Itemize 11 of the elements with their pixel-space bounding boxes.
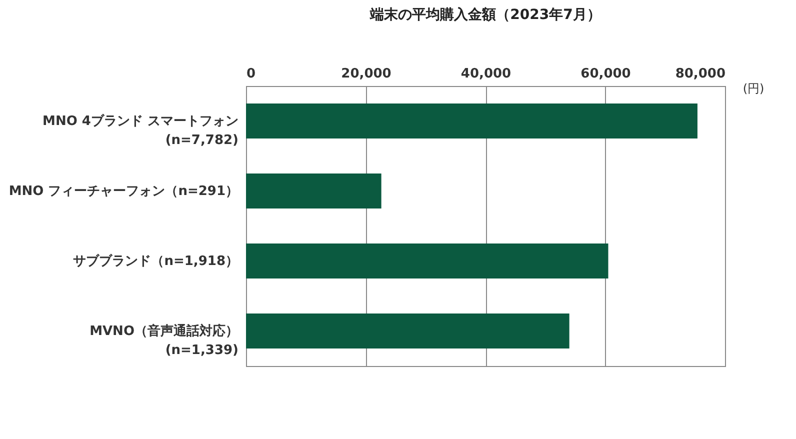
x-tick-label: 60,000 xyxy=(580,66,631,82)
x-tick-label: 40,000 xyxy=(460,66,512,82)
y-tick-label: MNO 4ブランド スマートフォン (n=7,782) xyxy=(42,113,238,148)
y-tick-label: サブブランド（n=1,918） xyxy=(73,253,238,269)
x-tick-label: 80,000 xyxy=(675,66,726,82)
x-tick-label: 0 xyxy=(246,66,256,82)
y-tick-label: MNO フィーチャーフォン（n=291） xyxy=(8,184,238,199)
x-tick-label: 20,000 xyxy=(341,66,392,82)
chart-title: 端末の平均購入金額（2023年7月） xyxy=(369,6,601,23)
y-tick-label: MVNO（音声通話対応） (n=1,339) xyxy=(90,323,238,358)
x-axis-title: (円) xyxy=(742,82,764,96)
